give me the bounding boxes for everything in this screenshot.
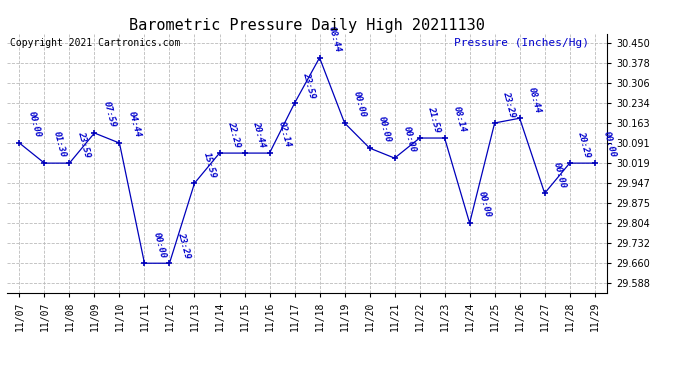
Title: Barometric Pressure Daily High 20211130: Barometric Pressure Daily High 20211130 [129, 18, 485, 33]
Text: 08:14: 08:14 [451, 106, 467, 134]
Text: Copyright 2021 Cartronics.com: Copyright 2021 Cartronics.com [10, 38, 180, 48]
Text: 00:00: 00:00 [402, 126, 417, 154]
Text: Pressure (Inches/Hg): Pressure (Inches/Hg) [454, 38, 589, 48]
Text: 00:00: 00:00 [551, 161, 567, 189]
Text: 04:44: 04:44 [126, 111, 142, 139]
Text: 01:30: 01:30 [51, 130, 67, 159]
Text: 00:00: 00:00 [26, 111, 42, 139]
Text: 00:00: 00:00 [477, 190, 492, 219]
Text: 08:44: 08:44 [526, 86, 542, 114]
Text: 15:59: 15:59 [201, 151, 217, 179]
Text: 22:29: 22:29 [226, 121, 242, 149]
Text: 23:59: 23:59 [302, 71, 317, 99]
Text: 00:00: 00:00 [351, 90, 367, 119]
Text: 23:59: 23:59 [77, 130, 92, 159]
Text: 00:00: 00:00 [377, 116, 392, 144]
Text: 02:14: 02:14 [277, 121, 292, 149]
Text: 20:29: 20:29 [577, 130, 592, 159]
Text: 20:44: 20:44 [251, 121, 267, 149]
Text: 08:44: 08:44 [326, 25, 342, 54]
Text: 23:29: 23:29 [177, 231, 192, 259]
Text: 21:59: 21:59 [426, 106, 442, 134]
Text: 00:00: 00:00 [151, 231, 167, 259]
Text: 00:00: 00:00 [602, 130, 618, 159]
Text: 23:29: 23:29 [502, 90, 518, 119]
Text: 07:59: 07:59 [101, 100, 117, 129]
